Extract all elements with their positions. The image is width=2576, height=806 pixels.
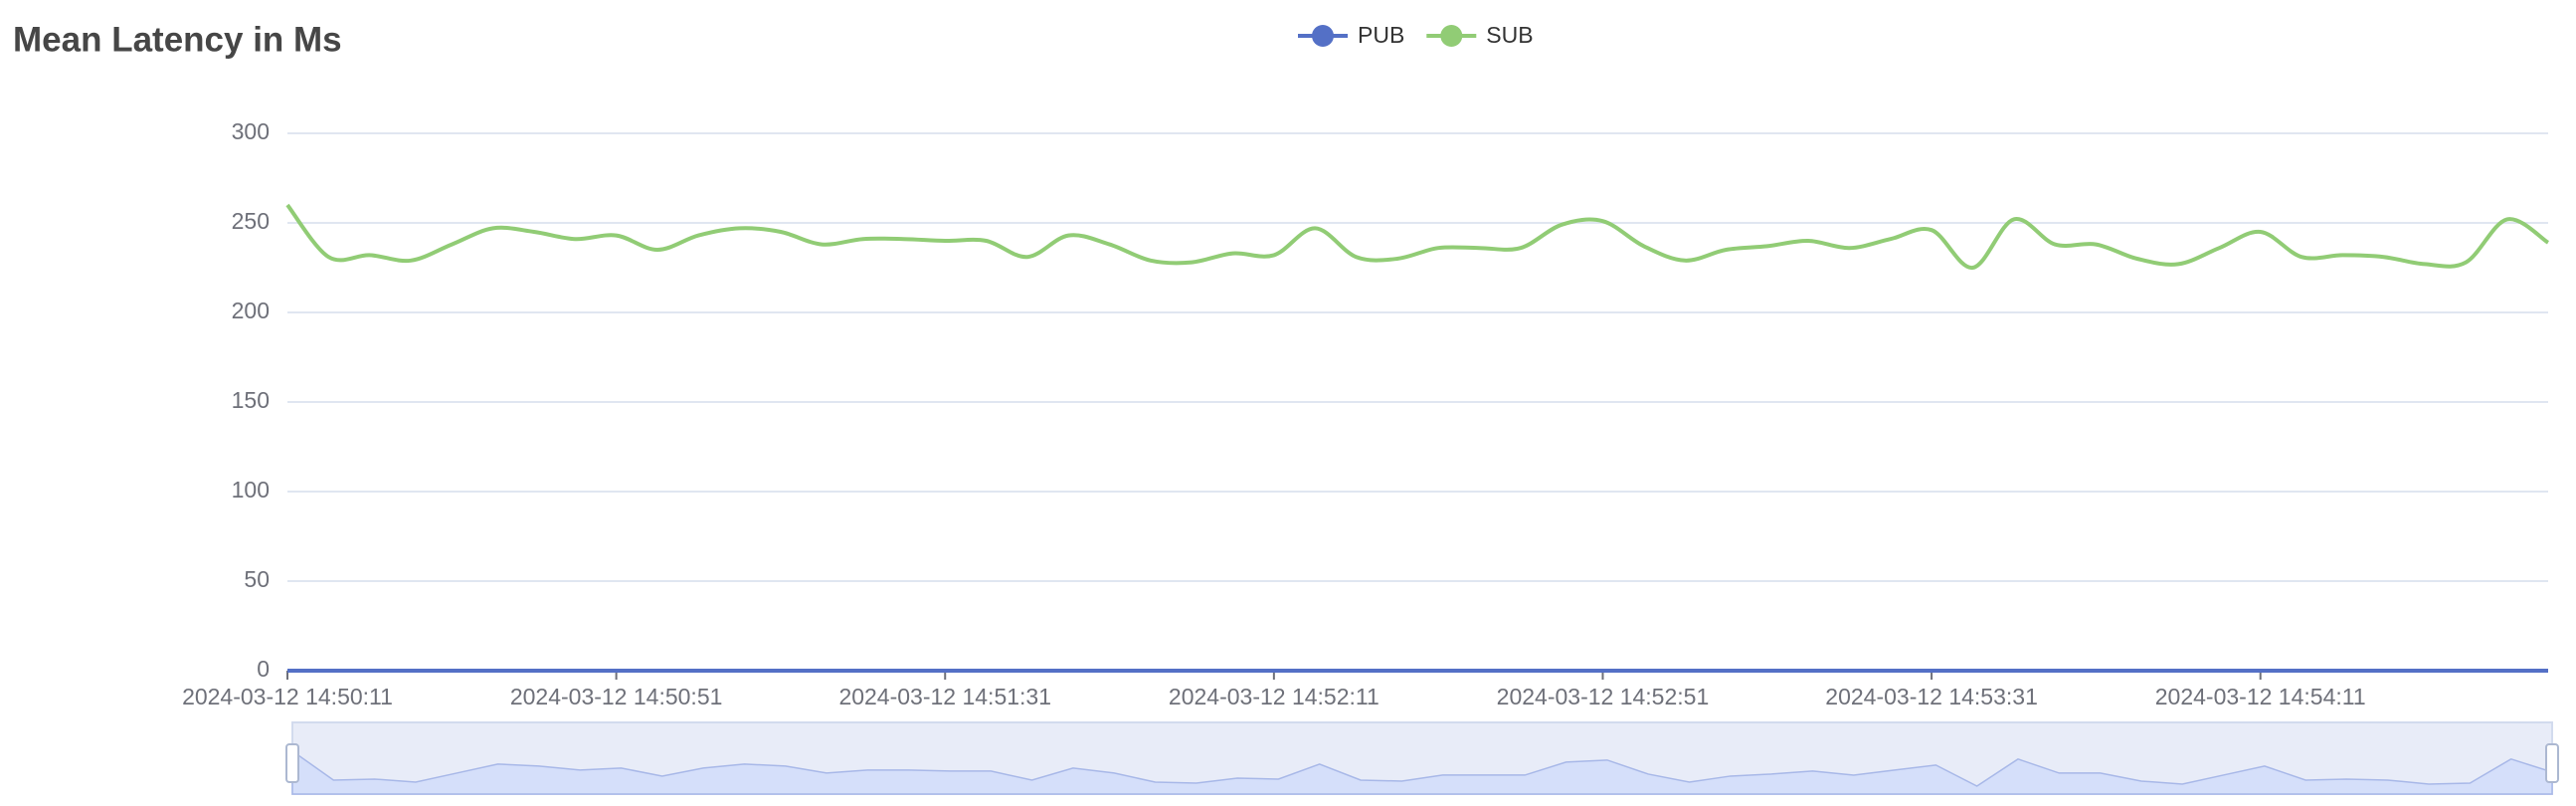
zoom-handle[interactable] xyxy=(2545,743,2559,783)
x-tick-label: 2024-03-12 14:53:31 xyxy=(1825,684,2038,709)
zoom-handle[interactable] xyxy=(285,743,299,783)
legend-marker xyxy=(1312,25,1334,47)
y-tick-label: 250 xyxy=(232,208,270,234)
x-tick-label: 2024-03-12 14:54:11 xyxy=(2155,684,2366,709)
y-tick-label: 300 xyxy=(232,118,270,144)
y-tick-label: 100 xyxy=(232,477,270,503)
series-line xyxy=(285,203,2550,270)
legend-item: SUB xyxy=(1426,22,1534,48)
y-tick-label: 0 xyxy=(257,656,270,682)
legend-marker xyxy=(1440,25,1463,47)
x-tick-label: 2024-03-12 14:50:51 xyxy=(510,684,723,709)
y-tick-label: 150 xyxy=(232,387,270,413)
x-tick-label: 2024-03-12 14:50:11 xyxy=(182,684,393,709)
x-tick-label: 2024-03-12 14:51:31 xyxy=(838,684,1051,709)
legend-item: PUB xyxy=(1298,22,1404,48)
legend-label: SUB xyxy=(1486,22,1533,48)
chart-title: Mean Latency in Ms xyxy=(13,20,342,59)
y-tick-label: 200 xyxy=(232,298,270,323)
zoom-preview xyxy=(291,749,2553,795)
legend-label: PUB xyxy=(1358,22,1404,48)
x-tick-label: 2024-03-12 14:52:11 xyxy=(1169,684,1380,709)
y-tick-label: 50 xyxy=(244,566,270,592)
x-tick-label: 2024-03-12 14:52:51 xyxy=(1497,684,1710,709)
